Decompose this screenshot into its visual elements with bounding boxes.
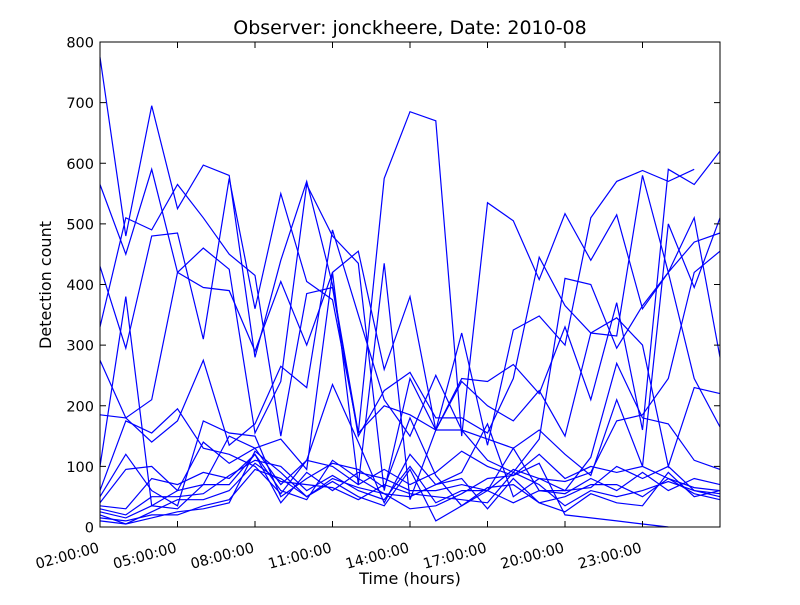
series-line-12 bbox=[99, 459, 721, 516]
y-tick-label: 300 bbox=[66, 339, 94, 355]
y-tick-label: 500 bbox=[66, 217, 94, 233]
series-line-13 bbox=[99, 453, 721, 519]
series-line-2 bbox=[99, 150, 721, 432]
x-axis-label: Time (hours) bbox=[358, 569, 461, 588]
series-layer bbox=[99, 57, 721, 528]
y-tick-label: 700 bbox=[66, 96, 94, 112]
y-tick-label: 200 bbox=[66, 399, 94, 415]
series-line-5 bbox=[99, 182, 721, 491]
series-line-15 bbox=[99, 468, 721, 522]
y-axis-label: Detection count bbox=[36, 221, 55, 349]
y-tick-label: 0 bbox=[85, 521, 94, 537]
chart-title: Observer: jonckheere, Date: 2010-08 bbox=[233, 17, 587, 39]
series-line-1 bbox=[99, 57, 721, 437]
series-line-11 bbox=[99, 453, 721, 510]
series-line-16 bbox=[99, 450, 669, 528]
series-line-9 bbox=[99, 361, 721, 507]
y-tick-label: 800 bbox=[66, 36, 94, 52]
series-line-7 bbox=[99, 263, 721, 507]
series-line-8 bbox=[99, 250, 721, 505]
series-line-4 bbox=[99, 175, 721, 438]
y-tick-label: 100 bbox=[66, 460, 94, 476]
series-line-3 bbox=[99, 168, 695, 446]
y-tick-label: 400 bbox=[66, 278, 94, 294]
y-tick-label: 600 bbox=[66, 157, 94, 173]
series-line-14 bbox=[99, 462, 721, 525]
series-line-6 bbox=[99, 217, 721, 477]
